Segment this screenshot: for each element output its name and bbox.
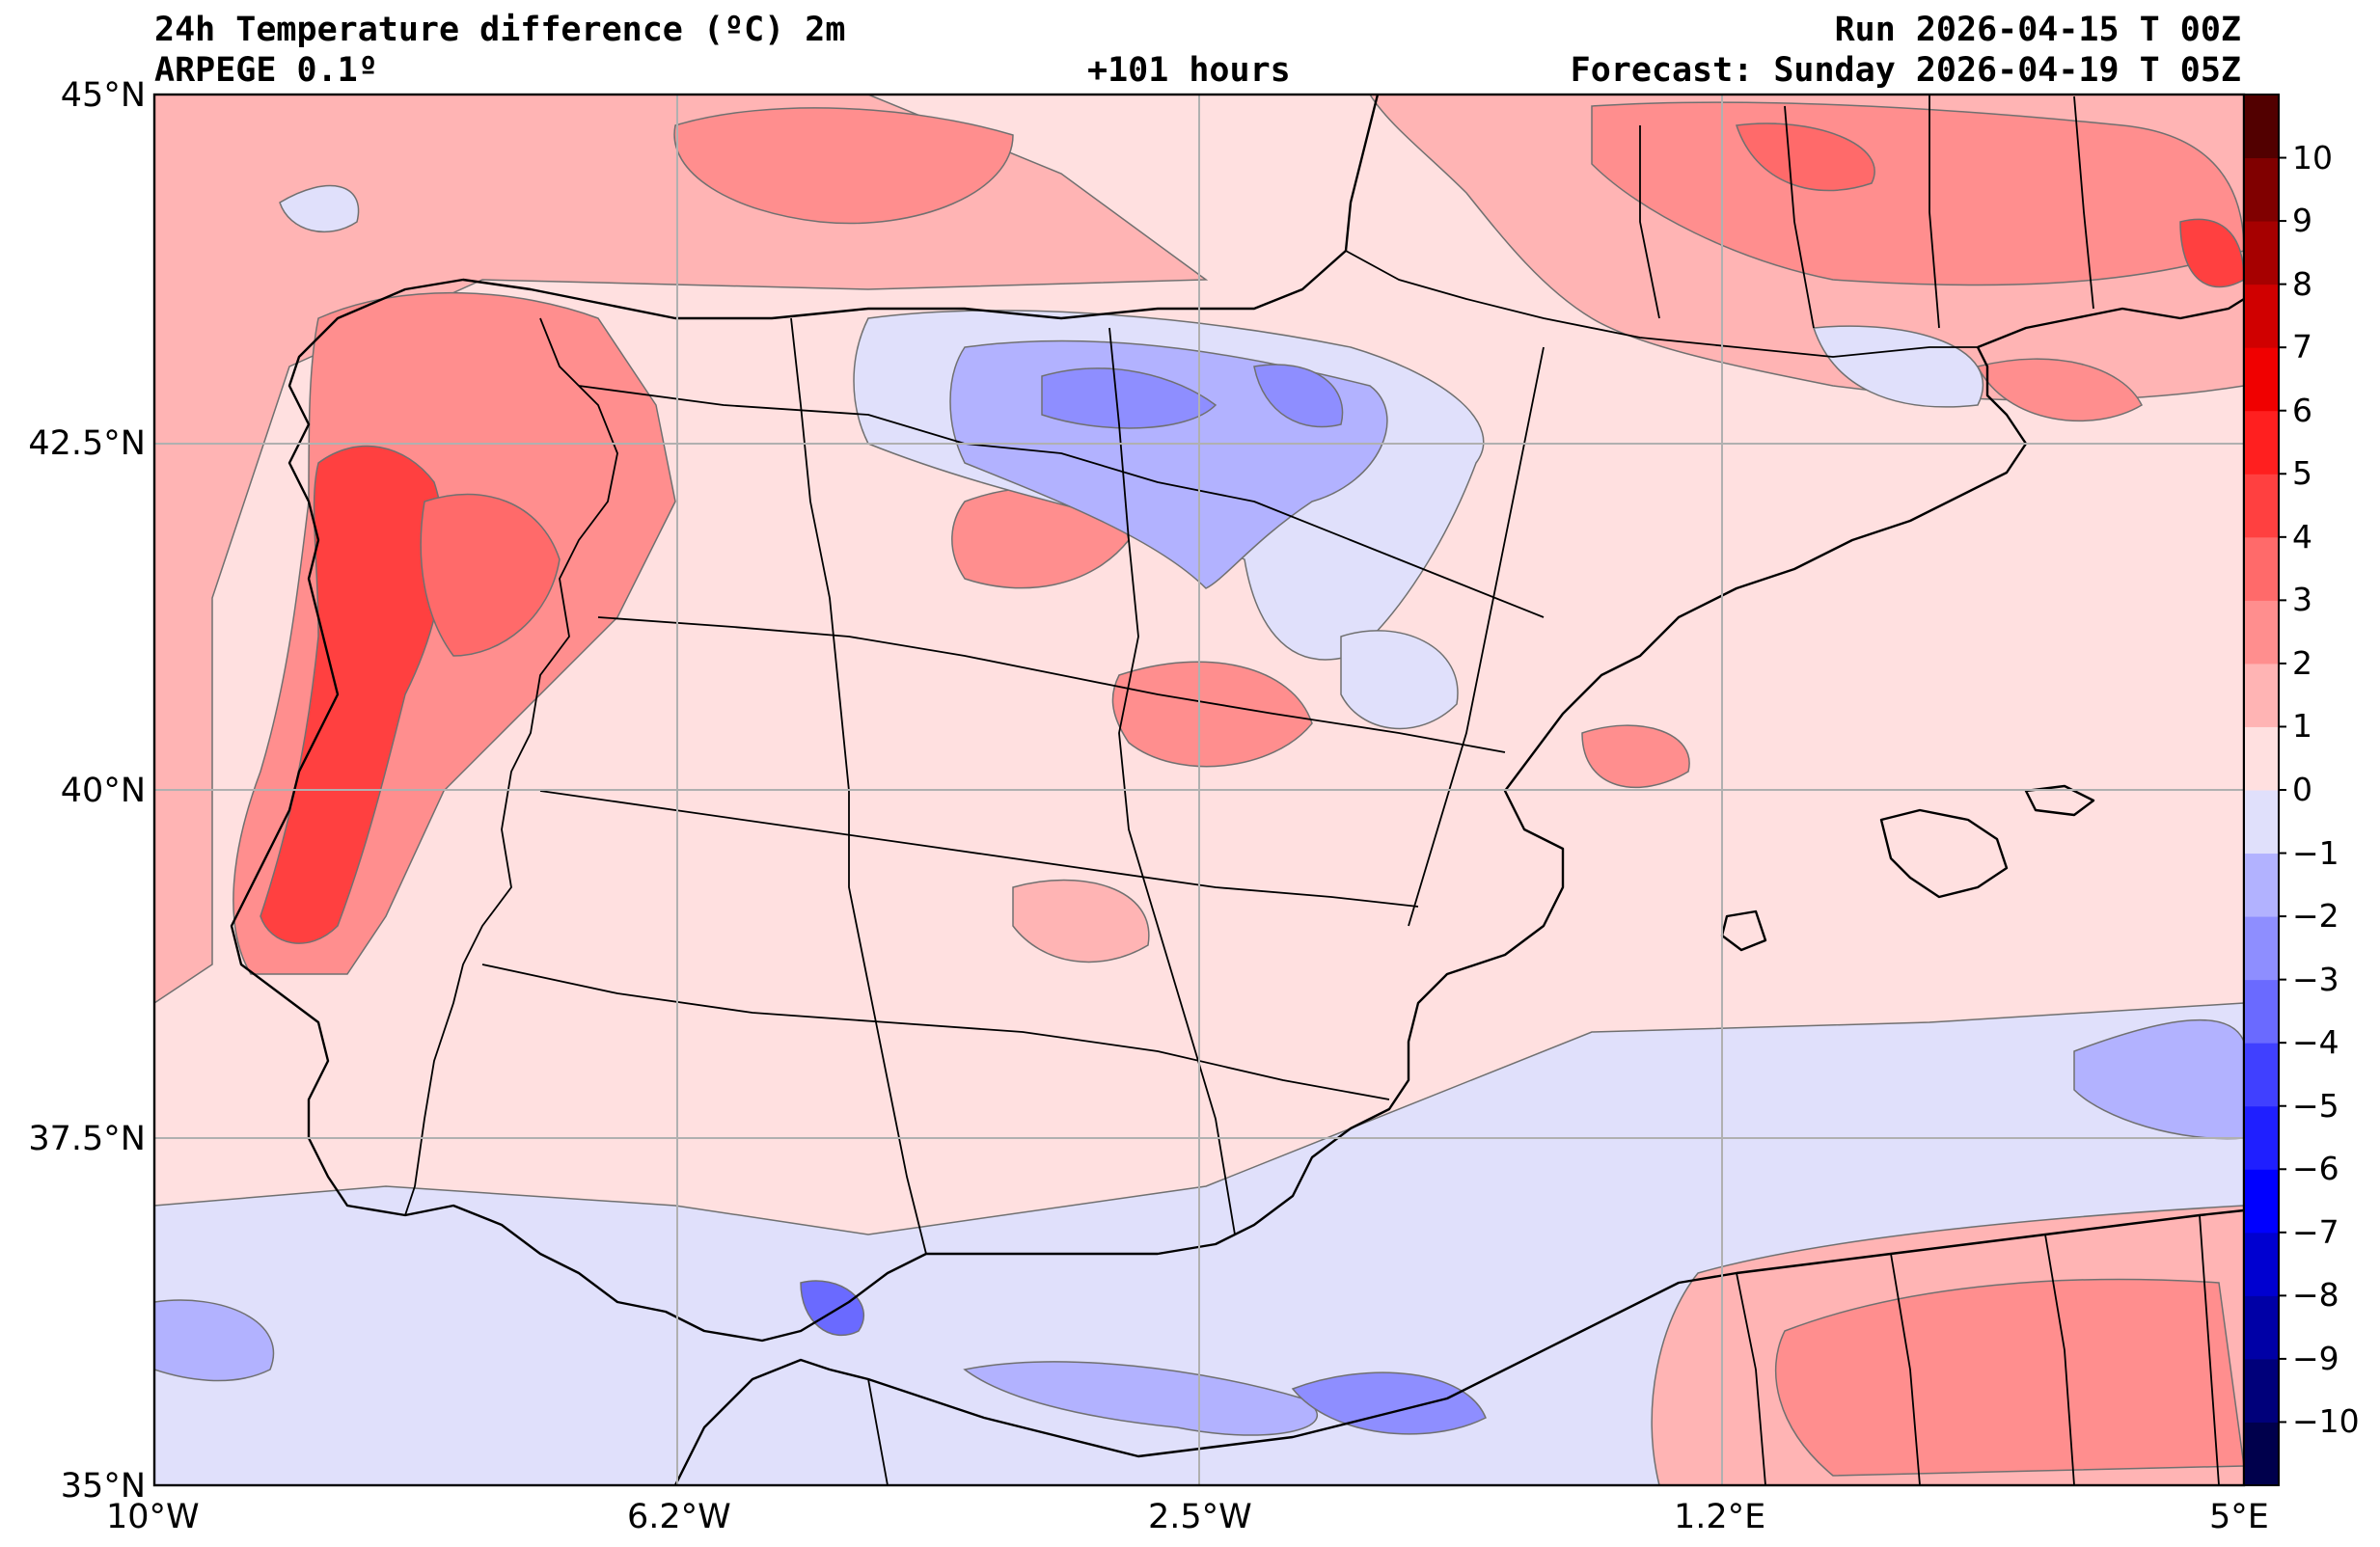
- border-layer: [404, 95, 2220, 1486]
- colorbar-segment: [2244, 916, 2279, 981]
- lat-label-37-5: 37.5°N: [28, 1120, 146, 1158]
- lon-label-6-2w: 6.2°W: [627, 1498, 731, 1536]
- lat-label-35: 35°N: [60, 1467, 146, 1506]
- colorbar-segment: [2244, 1295, 2279, 1360]
- model-label: ARPEGE 0.1º: [154, 51, 378, 90]
- colorbar-segment: [2244, 600, 2279, 665]
- colorbar-tick-label: −9: [2292, 1339, 2339, 1377]
- colorbar-segment: [2244, 410, 2279, 475]
- graticule: [154, 95, 2244, 1485]
- colorbar-tick-label: −5: [2292, 1086, 2339, 1125]
- colorbar-segment: [2244, 1043, 2279, 1107]
- colorbar-segment: [2244, 284, 2279, 348]
- cool-patch-alboran: [963, 1361, 1318, 1436]
- colorbar-tick-label: −4: [2292, 1023, 2339, 1062]
- warm-patch-north-portugal: [420, 493, 561, 657]
- cool-patch-alboran-core: [1291, 1371, 1487, 1435]
- colorbar-segment: [2244, 853, 2279, 917]
- region-border-6: [1108, 327, 1236, 1235]
- lon-label-5e: 5°E: [2209, 1498, 2269, 1536]
- warm-patch-gulf-lion: [1976, 358, 2143, 422]
- lat-label-40: 40°N: [60, 772, 146, 810]
- warm-patch-biscay: [673, 107, 1014, 225]
- colorbar-segment: [2244, 157, 2279, 222]
- spain-france-border: [1345, 250, 1978, 358]
- region-border-1: [578, 385, 1545, 618]
- region-border-4: [481, 963, 1390, 1100]
- lead-time-label: +101 hours: [1087, 51, 1291, 90]
- colorbar-segment: [2244, 663, 2279, 727]
- cool-patch-se: [2073, 1018, 2244, 1140]
- colorbar-segment: [2244, 1422, 2279, 1486]
- run-label: Run 2026-04-15 T 00Z: [1834, 11, 2241, 49]
- cool-patch-atlantic-sw: [154, 1299, 275, 1382]
- map-title: 24h Temperature difference (ºC) 2m: [154, 11, 846, 49]
- colorbar-tick-label: 6: [2292, 391, 2312, 429]
- region-border-3: [539, 790, 1419, 908]
- colorbar-tick-label: 1: [2292, 707, 2312, 746]
- cool-patch-pyrenees: [1812, 325, 1984, 408]
- cool-core-navarra: [1253, 364, 1344, 428]
- colorbar-segment: [2244, 347, 2279, 412]
- forecast-label: Forecast: Sunday 2026-04-19 T 05Z: [1570, 51, 2241, 90]
- colorbar-segment: [2244, 790, 2279, 855]
- colorbar-segment: [2244, 1169, 2279, 1234]
- cool-core-cantabria: [1041, 367, 1217, 429]
- colorbar: [2243, 94, 2286, 1486]
- lat-label-45: 45°N: [60, 76, 146, 115]
- mallorca-coast: [1879, 808, 2009, 899]
- colorbar-tick-label: −2: [2292, 897, 2339, 936]
- region-border-2: [597, 616, 1506, 753]
- warm-core-west-iberia: [260, 445, 445, 944]
- colorbar-tick-label: 7: [2292, 328, 2312, 366]
- colorbar-tick-label: 0: [2292, 771, 2312, 808]
- colorbar-tick-label: −1: [2292, 833, 2339, 872]
- lon-label-1-2e: 1.2°E: [1674, 1498, 1766, 1536]
- colorbar-segment: [2244, 1358, 2279, 1423]
- iberia-coastline: [230, 94, 2028, 1343]
- colorbar-tick-label: 10: [2292, 138, 2333, 176]
- colorbar-segment: [2244, 474, 2279, 538]
- cool-patch-biscay: [279, 184, 360, 233]
- warm-core-france-west: [1735, 122, 1875, 192]
- lon-label-10w: 10°W: [106, 1498, 200, 1536]
- colorbar-segment: [2244, 536, 2279, 601]
- france-coastline: [1977, 297, 2245, 349]
- colorbar-segment: [2244, 221, 2279, 285]
- colorbar-tick-label: −8: [2292, 1276, 2339, 1315]
- colorbar-tick-label: −3: [2292, 960, 2339, 998]
- colorbar-segment: [2244, 95, 2279, 159]
- warm-core-france-east: [2179, 218, 2244, 288]
- warm-core-north-africa: [1774, 1278, 2244, 1477]
- colorbar-tick-label: 9: [2292, 202, 2312, 240]
- colorbar-segment: [2244, 726, 2279, 791]
- france-departments: [1639, 95, 2094, 329]
- colorbar-tick-label: 3: [2292, 581, 2312, 619]
- africa-coastline: [673, 1208, 2245, 1486]
- colorbar-tick-label: 5: [2292, 454, 2312, 493]
- lat-label-42-5: 42.5°N: [28, 424, 146, 463]
- colorbar-tick-label: 4: [2292, 517, 2312, 556]
- lon-label-2-5w: 2.5°W: [1148, 1498, 1252, 1536]
- coastline-layer: [230, 94, 2245, 1486]
- colorbar-tick-label: 8: [2292, 264, 2312, 303]
- colorbar-tick-label: −6: [2292, 1150, 2339, 1188]
- africa-borders: [867, 1214, 2220, 1486]
- spain-portugal-border: [404, 317, 618, 1216]
- colorbar-segment: [2244, 979, 2279, 1044]
- menorca-coast: [2024, 784, 2095, 817]
- colorbar-tick-label: 2: [2292, 643, 2312, 682]
- colorbar-segment: [2244, 1232, 2279, 1296]
- warm-patch-madrid: [1111, 661, 1313, 768]
- colorbar-tick-label: −10: [2292, 1402, 2360, 1441]
- colorbar-segment: [2244, 1105, 2279, 1170]
- warm-patch-la-mancha: [1012, 879, 1150, 963]
- warm-patch-valencia: [1581, 724, 1690, 789]
- cool-patch-teruel: [1340, 630, 1459, 730]
- colorbar-tick-label: −7: [2292, 1212, 2339, 1251]
